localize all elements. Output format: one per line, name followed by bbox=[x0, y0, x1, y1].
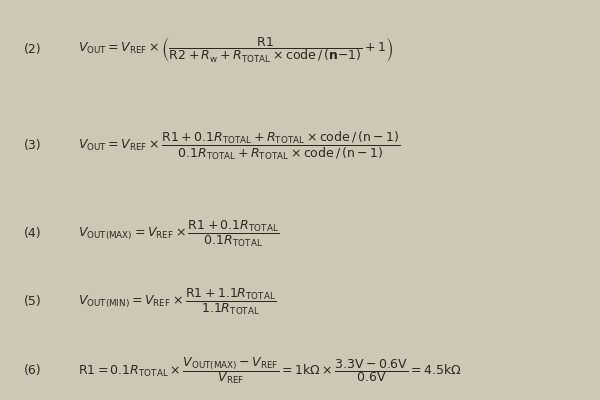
Text: $\mathrm{R1} = 0.1R_{\mathrm{TOTAL}} \times \dfrac{V_{\mathrm{OUT(MAX)}} - V_{\m: $\mathrm{R1} = 0.1R_{\mathrm{TOTAL}} \ti… bbox=[78, 355, 461, 386]
Text: (2): (2) bbox=[24, 44, 41, 56]
Text: (6): (6) bbox=[24, 364, 41, 377]
Text: (4): (4) bbox=[24, 228, 41, 240]
Text: $V_{\mathrm{OUT(MAX)}} = V_{\mathrm{REF}} \times \dfrac{\mathrm{R1} + 0.1R_{\mat: $V_{\mathrm{OUT(MAX)}} = V_{\mathrm{REF}… bbox=[78, 219, 279, 249]
Text: (5): (5) bbox=[24, 296, 42, 308]
Text: $V_{\mathrm{OUT}} = V_{\mathrm{REF}} \times \dfrac{\mathrm{R1} + 0.1R_{\mathrm{T: $V_{\mathrm{OUT}} = V_{\mathrm{REF}} \ti… bbox=[78, 130, 400, 162]
Text: $V_{\mathrm{OUT}} = V_{\mathrm{REF}} \times \left(\dfrac{\mathrm{R1}}{\mathrm{R2: $V_{\mathrm{OUT}} = V_{\mathrm{REF}} \ti… bbox=[78, 36, 394, 64]
Text: $V_{\mathrm{OUT(MIN)}} = V_{\mathrm{REF}} \times \dfrac{\mathrm{R1} + 1.1R_{\mat: $V_{\mathrm{OUT(MIN)}} = V_{\mathrm{REF}… bbox=[78, 287, 277, 317]
Text: (3): (3) bbox=[24, 140, 41, 152]
